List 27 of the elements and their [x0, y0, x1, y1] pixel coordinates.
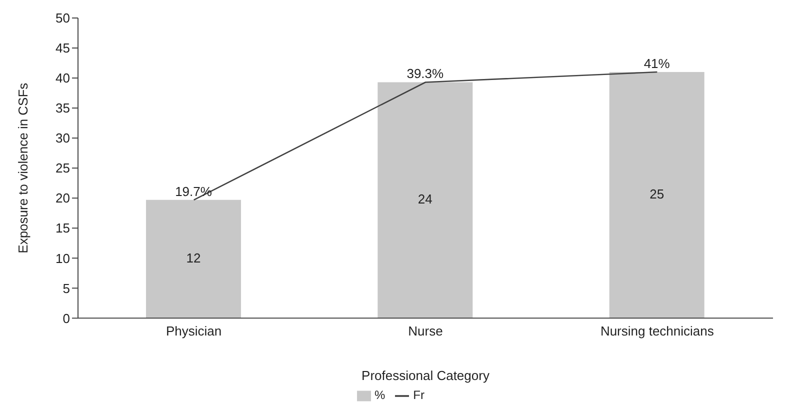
y-tick-label: 35	[56, 100, 70, 116]
y-tick-label: 40	[56, 70, 70, 86]
y-axis-title: Exposure to violence in CSFs	[16, 82, 31, 254]
legend-label: %	[374, 388, 386, 402]
annotation: 12	[186, 250, 201, 266]
bar	[378, 82, 473, 318]
x-tick-label: Nursing technicians	[600, 323, 714, 338]
y-tick-label: 15	[56, 220, 70, 236]
y-tick-label: 45	[56, 40, 70, 56]
y-tick-label: 10	[56, 250, 70, 266]
x-tick-label: Physician	[166, 323, 222, 338]
y-tick-label: 50	[56, 10, 70, 26]
annotation: 24	[418, 192, 432, 207]
y-tick-label: 20	[56, 190, 70, 206]
bar	[609, 72, 704, 318]
data-label: 39.3%	[406, 66, 444, 82]
x-axis-title: Professional Category	[362, 368, 490, 384]
data-label: 19.7%	[175, 184, 212, 199]
data-label: 41%	[644, 56, 670, 72]
y-tick-label: 25	[56, 160, 70, 176]
y-tick-label: 5	[62, 280, 70, 296]
y-tick-label: 30	[56, 130, 70, 146]
bar	[146, 200, 241, 318]
annotation: 25	[650, 186, 664, 202]
y-tick-label: 0	[62, 310, 70, 326]
legend-label: Fr	[413, 388, 424, 402]
x-tick-label: Nurse	[408, 323, 443, 338]
